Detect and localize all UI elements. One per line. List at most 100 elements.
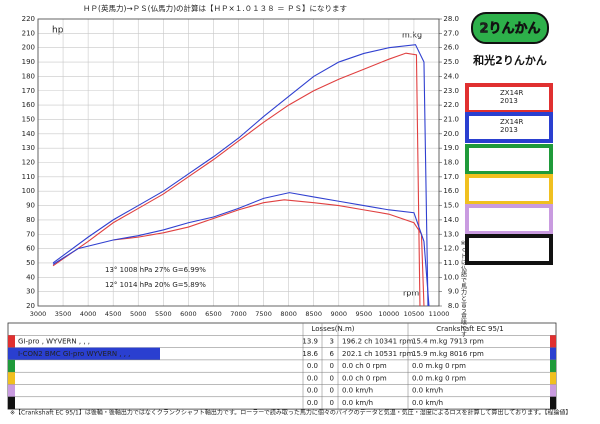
y2-tick-label: 15.0 xyxy=(443,202,459,210)
y-tick-label: 200 xyxy=(22,44,35,52)
row-name: I-CON2 BMC GI-pro WYVERN , , , xyxy=(18,350,130,358)
y2-tick-label: 21.0 xyxy=(443,115,459,123)
table-cell: 0.0 xyxy=(307,399,318,407)
table-cell: 0.0 km/h xyxy=(412,387,443,395)
table-cell: 0.0 km/h xyxy=(342,387,373,395)
x-tick-label: 7500 xyxy=(255,310,272,318)
table-cell: 0 xyxy=(330,399,334,407)
row-color xyxy=(8,384,15,397)
table-cell: 0.0 xyxy=(307,387,318,395)
y-tick-label: 190 xyxy=(22,58,35,66)
table-frame xyxy=(7,322,557,410)
x-tick-label: 8500 xyxy=(305,310,322,318)
side-note: ※ｃｈは仏語で馬力と言う意味です xyxy=(460,240,467,337)
y-tick-label: 140 xyxy=(22,130,35,138)
legend-box xyxy=(465,234,553,265)
y-tick-label: 70 xyxy=(26,230,35,238)
logo-text: 2りんかん xyxy=(479,22,540,37)
x-tick-label: 8000 xyxy=(280,310,297,318)
series-line xyxy=(52,44,429,307)
y-tick-label: 220 xyxy=(22,15,35,23)
legend-label: ZX14R xyxy=(500,118,523,126)
y2-tick-label: 8.0 xyxy=(448,302,459,310)
x-tick-label: 10000 xyxy=(379,310,400,318)
table-cell: 0.0 km/h xyxy=(342,399,373,407)
y2-tick-label: 10.0 xyxy=(443,273,459,281)
y-tick-label: 30 xyxy=(26,288,35,296)
legend-box xyxy=(465,174,553,205)
y-tick-label: 40 xyxy=(26,273,35,281)
series-line xyxy=(52,192,430,307)
y-tick-label: 90 xyxy=(26,202,35,210)
y2-tick-label: 28.0 xyxy=(443,15,459,23)
plot-frame xyxy=(37,18,440,307)
x-axis-label: rpm xyxy=(403,289,419,298)
row-color xyxy=(8,335,15,348)
y2-tick-label: 25.0 xyxy=(443,58,459,66)
legend-label: 2013 xyxy=(500,126,518,134)
y2-tick-label: 14.0 xyxy=(443,216,459,224)
y2-tick-label: 11.0 xyxy=(443,259,459,267)
x-tick-label: 9500 xyxy=(356,310,373,318)
table-cell: 3 xyxy=(330,337,334,345)
x-tick-label: 5000 xyxy=(130,310,147,318)
y-tick-label: 150 xyxy=(22,115,35,123)
series-line xyxy=(52,52,421,307)
annotation: 13° 1008 hPa 27% G=6.99% xyxy=(105,266,206,274)
y-tick-label: 80 xyxy=(26,216,35,224)
series-line xyxy=(113,199,425,307)
table-cell: 0.0 m.kg 0 rpm xyxy=(412,374,466,382)
x-tick-label: 6000 xyxy=(180,310,197,318)
x-tick-label: 4000 xyxy=(80,310,97,318)
y2-tick-label: 9.0 xyxy=(448,288,459,296)
y-tick-label: 180 xyxy=(22,72,35,80)
y-tick-label: 170 xyxy=(22,87,35,95)
table-cell: 13.9 xyxy=(302,337,318,345)
y-tick-label: 50 xyxy=(26,259,35,267)
y-tick-label: 110 xyxy=(22,173,35,181)
table-header: Crankshaft EC 95/1 xyxy=(436,325,503,333)
y-tick-label: 130 xyxy=(22,144,35,152)
y2-tick-label: 27.0 xyxy=(443,29,459,37)
y2-tick-label: 17.0 xyxy=(443,173,459,181)
x-tick-label: 3000 xyxy=(30,310,47,318)
x-tick-label: 4500 xyxy=(105,310,122,318)
table-cell: 0 xyxy=(330,362,334,370)
x-tick-label: 10500 xyxy=(404,310,425,318)
y2-tick-label: 24.0 xyxy=(443,72,459,80)
y2-tick-label: 23.0 xyxy=(443,87,459,95)
x-tick-label: 6500 xyxy=(205,310,222,318)
legend-label: ZX14R xyxy=(500,89,523,97)
table-header: Losses(N.m) xyxy=(311,325,354,333)
table-cell: 15.4 m.kg 7913 rpm xyxy=(412,337,484,345)
legend-box xyxy=(465,83,553,114)
y2-tick-label: 13.0 xyxy=(443,230,459,238)
y2-axis-label: m.kg xyxy=(402,31,422,40)
y2-tick-label: 26.0 xyxy=(443,44,459,52)
row-color xyxy=(550,347,556,360)
row-color xyxy=(8,396,15,410)
y-tick-label: 100 xyxy=(22,187,35,195)
y-tick-label: 160 xyxy=(22,101,35,109)
row-color xyxy=(550,372,556,385)
table-cell: 0.0 m.kg 0 rpm xyxy=(412,362,466,370)
x-tick-label: 5500 xyxy=(155,310,172,318)
x-tick-label: 11000 xyxy=(429,310,450,318)
row-color xyxy=(550,384,556,397)
y-tick-label: 120 xyxy=(22,159,35,167)
y2-tick-label: 19.0 xyxy=(443,144,459,152)
table-cell: 0 xyxy=(330,374,334,382)
logo-badge xyxy=(471,12,549,44)
table-cell: 15.9 m.kg 8016 rpm xyxy=(412,350,484,358)
table-cell: 18.6 xyxy=(302,350,318,358)
y-tick-label: 210 xyxy=(22,29,35,37)
row-color xyxy=(550,359,556,373)
row-color xyxy=(8,347,15,360)
annotation: 12° 1014 hPa 20% G=5.89% xyxy=(105,281,206,289)
y-axis-label: hp xyxy=(52,26,64,36)
shop-name: 和光2りんかん xyxy=(473,53,547,67)
y-tick-label: 20 xyxy=(26,302,35,310)
x-tick-label: 3500 xyxy=(55,310,72,318)
y2-tick-label: 16.0 xyxy=(443,187,459,195)
legend-label: 2013 xyxy=(500,97,518,105)
